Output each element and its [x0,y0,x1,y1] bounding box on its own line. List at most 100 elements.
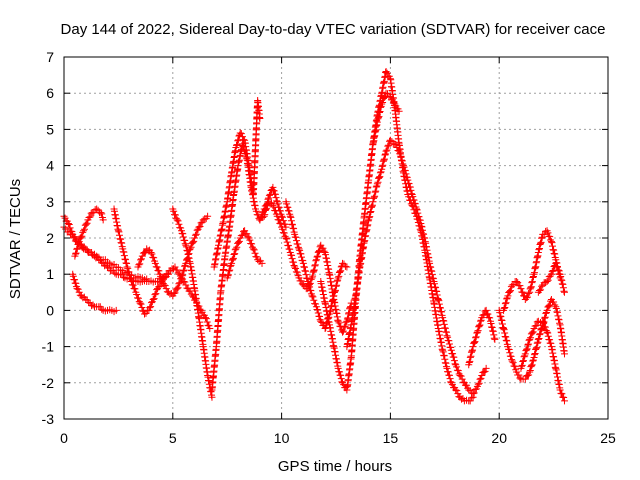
data-point [530,353,538,361]
data-point [225,223,233,231]
data-point [154,285,162,293]
data-point [556,270,564,278]
data-point-interp [120,248,128,256]
data-point-interp [286,245,294,253]
data-point-interp [266,200,274,208]
data-point [465,386,473,394]
data-point-interp [129,281,137,289]
data-point-interp [442,359,450,367]
data-point-interp [450,357,458,365]
data-point [99,256,107,264]
data-point [230,191,238,199]
data-point-interp [451,360,459,368]
data-point [347,353,355,361]
data-point-interp [398,157,406,165]
data-point-interp [511,362,519,370]
data-point-interp [287,217,295,225]
data-point [434,296,442,304]
data-point-interp [547,339,555,347]
data-point [291,230,299,238]
data-point [352,292,360,300]
data-point-interp [181,237,189,245]
data-point [201,314,209,322]
data-point-interp [335,268,343,276]
data-point-interp [336,268,344,276]
data-point-interp [380,94,388,102]
y-tick-label: 5 [46,121,54,137]
data-point-interp [489,327,497,335]
data-point [373,118,381,126]
data-point-interp [523,346,531,354]
data-point-interp [240,136,248,144]
data-point-interp [414,209,422,217]
data-point [308,292,316,300]
data-point-interp [77,233,85,241]
data-point [145,277,153,285]
data-point-interp [396,150,404,158]
data-point-interp [472,333,480,341]
data-point-interp [546,336,554,344]
data-point [521,296,529,304]
data-point-interp [270,203,278,211]
data-point-interp [335,368,343,376]
data-point [347,321,355,329]
data-point-interp [171,211,179,219]
data-point-interp [544,276,552,284]
data-point-interp [309,272,317,280]
data-point [325,270,333,278]
data-point-interp [438,308,446,316]
data-point [295,245,303,253]
x-tick-label: 20 [491,430,507,446]
data-point-interp [224,271,232,279]
data-point-interp [472,334,480,342]
data-point [430,277,438,285]
x-tick-label: 0 [60,430,68,446]
data-point-interp [498,317,506,325]
data-point-interp [314,248,322,256]
data-point-interp [179,271,187,279]
data-point-interp [333,281,341,289]
data-point-interp [124,264,132,272]
data-point-interp [73,245,81,253]
data-point-interp [531,350,539,358]
data-point-interp [538,234,546,242]
data-point [321,248,329,256]
data-point-interp [270,187,278,195]
data-point [534,335,542,343]
data-point-interp [476,375,484,383]
data-point [245,234,253,242]
data-point-interp [287,213,295,221]
data-point [132,288,140,296]
data-point-interp [192,230,200,238]
y-tick-label: 0 [46,302,54,318]
data-point [269,201,277,209]
data-point-interp [161,282,169,290]
data-point [232,144,240,151]
data-point [543,328,551,336]
data-point-interp [314,309,322,317]
data-point-interp [79,228,87,236]
data-point [178,274,186,282]
data-point-interp [164,270,172,278]
data-point [299,259,307,267]
series-track-14 [343,137,489,397]
data-point [99,216,107,224]
y-tick-label: 6 [46,85,54,101]
data-point [386,136,394,144]
data-point [539,230,547,238]
data-point-interp [554,263,562,271]
data-point-interp [405,180,413,188]
data-point [439,346,447,354]
data-point [369,140,377,148]
data-point-interp [480,368,488,376]
series-track-6 [135,215,210,298]
series-track-7 [170,207,216,399]
data-point [228,259,236,267]
data-point [234,162,242,170]
data-point [95,303,103,311]
data-point-interp [288,251,296,259]
data-point-interp [436,304,444,312]
data-point-interp [329,296,337,304]
data-point [465,397,473,405]
data-point-interp [537,238,545,246]
